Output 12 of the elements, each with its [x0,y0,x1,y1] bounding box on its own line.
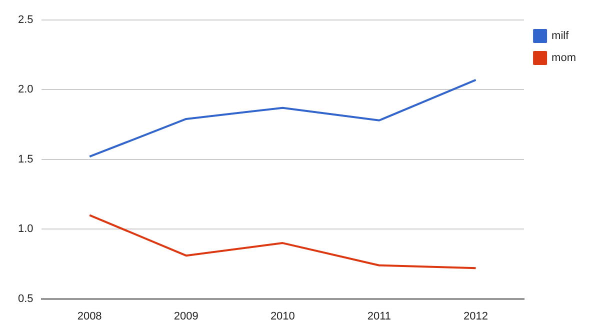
y-tick-label: 0.5 [18,292,34,305]
legend-label: milf [552,30,570,42]
y-tick-label: 1.0 [18,223,34,236]
y-tick-label: 2.5 [18,14,34,26]
x-tick-label: 2012 [464,310,488,322]
x-tick-label: 2009 [174,310,198,322]
legend-label: mom [552,52,576,64]
y-tick-label: 2.0 [18,84,34,96]
x-tick-label: 2008 [77,310,102,322]
x-tick-label: 2010 [270,310,295,322]
x-tick-label: 2011 [367,310,392,322]
y-tick-label: 1.5 [18,153,34,166]
